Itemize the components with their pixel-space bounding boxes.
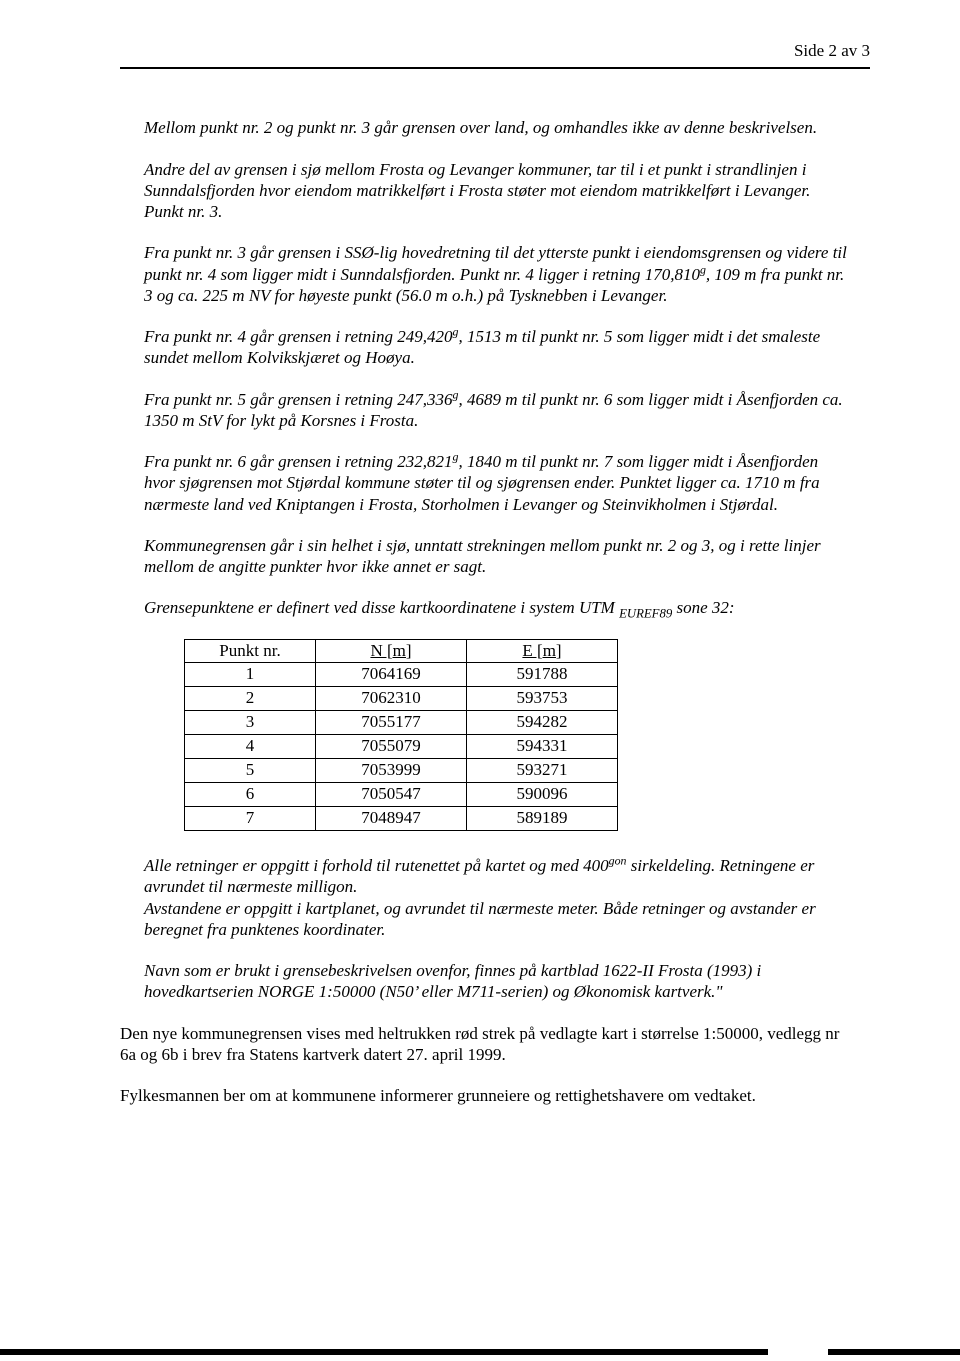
cell-point: 7 bbox=[185, 807, 316, 831]
cell-n: 7062310 bbox=[316, 687, 467, 711]
table-row: 3 7055177 594282 bbox=[185, 711, 618, 735]
paragraph: Fra punkt nr. 5 går grensen i retning 24… bbox=[144, 389, 852, 432]
cell-e: 594331 bbox=[467, 735, 618, 759]
table-row: 6 7050547 590096 bbox=[185, 783, 618, 807]
document-body: Mellom punkt nr. 2 og punkt nr. 3 går gr… bbox=[120, 117, 870, 1106]
table-row: 7 7048947 589189 bbox=[185, 807, 618, 831]
paragraph: Kommunegrensen går i sin helhet i sjø, u… bbox=[144, 535, 852, 578]
cell-n: 7055177 bbox=[316, 711, 467, 735]
table-row: 2 7062310 593753 bbox=[185, 687, 618, 711]
cell-point: 2 bbox=[185, 687, 316, 711]
paragraph: Navn som er brukt i grensebeskrivelsen o… bbox=[144, 960, 852, 1003]
table-row: 5 7053999 593271 bbox=[185, 759, 618, 783]
text: N [m] bbox=[370, 641, 411, 660]
text: Punkt nr. bbox=[219, 641, 280, 660]
cell-point: 6 bbox=[185, 783, 316, 807]
text: Fra punkt nr. 6 går grensen i retning 23… bbox=[144, 452, 453, 471]
col-header-n: N [m] bbox=[316, 639, 467, 663]
subscript: EUREF89 bbox=[619, 607, 672, 621]
col-header-point: Punkt nr. bbox=[185, 639, 316, 663]
cell-e: 590096 bbox=[467, 783, 618, 807]
paragraph: Andre del av grensen i sjø mellom Frosta… bbox=[144, 159, 852, 223]
page-bottom-rule bbox=[0, 1349, 960, 1355]
cell-e: 589189 bbox=[467, 807, 618, 831]
text: E [m] bbox=[522, 641, 561, 660]
cell-e: 593271 bbox=[467, 759, 618, 783]
paragraph: Alle retninger er oppgitt i forhold til … bbox=[144, 855, 852, 940]
cell-n: 7048947 bbox=[316, 807, 467, 831]
table-body: 1 7064169 591788 2 7062310 593753 3 7055… bbox=[185, 663, 618, 831]
table-row: 1 7064169 591788 bbox=[185, 663, 618, 687]
text: Grensepunktene er definert ved disse kar… bbox=[144, 598, 619, 617]
text: Fra punkt nr. 5 går grensen i retning 24… bbox=[144, 390, 453, 409]
paragraph: Grensepunktene er definert ved disse kar… bbox=[144, 597, 852, 618]
coordinates-table: Punkt nr. N [m] E [m] 1 7064169 591788 2… bbox=[184, 639, 618, 832]
paragraph: Fylkesmannen ber om at kommunene informe… bbox=[120, 1085, 852, 1106]
cell-e: 593753 bbox=[467, 687, 618, 711]
table-row: 4 7055079 594331 bbox=[185, 735, 618, 759]
text: Alle retninger er oppgitt i forhold til … bbox=[144, 856, 609, 875]
paragraph: Fra punkt nr. 4 går grensen i retning 24… bbox=[144, 326, 852, 369]
paragraph: Fra punkt nr. 3 går grensen i SSØ-lig ho… bbox=[144, 242, 852, 306]
col-header-e: E [m] bbox=[467, 639, 618, 663]
page-number: Side 2 av 3 bbox=[794, 41, 870, 60]
paragraph: Fra punkt nr. 6 går grensen i retning 23… bbox=[144, 451, 852, 515]
cell-e: 591788 bbox=[467, 663, 618, 687]
cell-n: 7064169 bbox=[316, 663, 467, 687]
page-header: Side 2 av 3 bbox=[120, 40, 870, 69]
cell-point: 1 bbox=[185, 663, 316, 687]
superscript: gon bbox=[609, 853, 627, 867]
cell-point: 4 bbox=[185, 735, 316, 759]
cell-point: 3 bbox=[185, 711, 316, 735]
text: sone 32: bbox=[672, 598, 734, 617]
cell-n: 7050547 bbox=[316, 783, 467, 807]
cell-n: 7055079 bbox=[316, 735, 467, 759]
page: Side 2 av 3 Mellom punkt nr. 2 og punkt … bbox=[0, 0, 960, 1361]
text: Fra punkt nr. 4 går grensen i retning 24… bbox=[144, 327, 453, 346]
table-header-row: Punkt nr. N [m] E [m] bbox=[185, 639, 618, 663]
paragraph: Den nye kommunegrensen vises med heltruk… bbox=[120, 1023, 852, 1066]
cell-point: 5 bbox=[185, 759, 316, 783]
cell-n: 7053999 bbox=[316, 759, 467, 783]
paragraph: Mellom punkt nr. 2 og punkt nr. 3 går gr… bbox=[144, 117, 852, 138]
text: Avstandene er oppgitt i kartplanet, og a… bbox=[144, 899, 816, 939]
cell-e: 594282 bbox=[467, 711, 618, 735]
